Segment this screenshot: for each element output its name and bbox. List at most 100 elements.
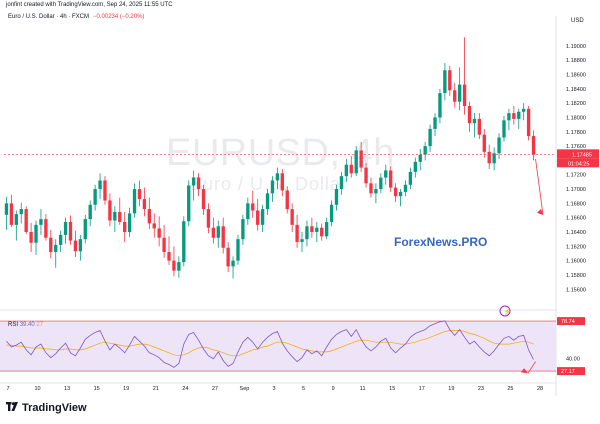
candle-body bbox=[88, 204, 92, 220]
candle-body bbox=[236, 239, 240, 261]
candle-body bbox=[359, 150, 363, 168]
candle-body bbox=[216, 226, 220, 238]
rsi-legend: RSI 39.40 27 bbox=[8, 322, 43, 328]
rsi-arrow-head bbox=[521, 368, 528, 374]
candle-body bbox=[196, 177, 201, 190]
time-tick-label: Sep bbox=[240, 386, 250, 392]
candle-body bbox=[517, 111, 521, 119]
rsi-upper-label: 78.74 bbox=[561, 319, 575, 325]
candle-body bbox=[167, 252, 171, 261]
watermark-description: Euro / U.S. Dollar bbox=[190, 174, 349, 194]
time-tick-label: 5 bbox=[302, 386, 305, 392]
candle-body bbox=[295, 224, 299, 243]
candle-body bbox=[329, 204, 334, 222]
candle-body bbox=[187, 185, 191, 222]
symbol-legend: Euro / U.S. Dollar · 4h · FXCM −0.00234 (… bbox=[8, 14, 144, 20]
price-tick-label: 1.15800 bbox=[566, 273, 586, 279]
projection-arrow-head bbox=[537, 208, 543, 215]
time-tick-label: 25 bbox=[507, 386, 513, 392]
candle-body bbox=[393, 187, 398, 197]
symbol-line[interactable]: Euro / U.S. Dollar · 4h · FXCM bbox=[8, 14, 90, 20]
candle-body bbox=[162, 237, 166, 253]
last-price-label: 1.17485 bbox=[572, 152, 592, 158]
candle-body bbox=[265, 193, 270, 210]
candle-body bbox=[177, 262, 181, 271]
time-tick-label: 3 bbox=[272, 386, 275, 392]
time-tick-label: 7 bbox=[6, 386, 9, 392]
rsi-name[interactable]: RSI bbox=[8, 322, 19, 328]
candle-body bbox=[413, 161, 417, 172]
candle-body bbox=[58, 234, 63, 245]
candle-body bbox=[34, 224, 38, 243]
projection-arrow-line bbox=[535, 158, 544, 215]
candle-body bbox=[403, 184, 408, 192]
candle-body bbox=[285, 190, 289, 210]
forexnews-brand: ForexNews.PRO bbox=[394, 235, 488, 249]
candle-body bbox=[448, 70, 452, 91]
lightning-glyph: ⚡ bbox=[503, 307, 512, 316]
candle-body bbox=[256, 210, 260, 225]
candle-body bbox=[73, 240, 78, 252]
candle-body bbox=[191, 177, 196, 186]
rsi-line bbox=[6, 320, 534, 368]
candle-body bbox=[83, 219, 87, 240]
candle-body bbox=[14, 214, 18, 225]
rsi-lower-badge bbox=[557, 367, 585, 376]
price-tick-label: 1.17200 bbox=[566, 173, 586, 179]
time-tick-label: 24 bbox=[182, 386, 188, 392]
candle-body bbox=[246, 203, 250, 220]
candle-body bbox=[221, 226, 225, 248]
candle-body bbox=[118, 211, 122, 222]
time-tick-label: 15 bbox=[94, 386, 100, 392]
candle-body bbox=[19, 209, 23, 215]
rsi-value: 39.40 bbox=[19, 322, 35, 328]
candle-body bbox=[300, 239, 304, 243]
candle-body bbox=[157, 228, 161, 238]
candle-body bbox=[344, 164, 349, 177]
time-tick-label: 19 bbox=[123, 386, 129, 392]
candle-body bbox=[438, 93, 442, 118]
candle-body bbox=[334, 189, 339, 205]
candle-body bbox=[379, 177, 383, 190]
last-price-badge bbox=[557, 149, 599, 159]
candle-body bbox=[241, 219, 245, 240]
candle-body bbox=[433, 117, 437, 129]
candle-body bbox=[206, 209, 211, 228]
candle-body bbox=[497, 137, 501, 154]
candle-body bbox=[482, 134, 486, 152]
currency-label[interactable]: USD bbox=[571, 18, 584, 24]
tradingview-logo[interactable]: TradingView bbox=[6, 402, 87, 414]
countdown-badge bbox=[557, 158, 599, 168]
candle-body bbox=[320, 227, 324, 237]
candle-body bbox=[78, 239, 83, 252]
candle-body bbox=[147, 209, 151, 224]
candle-body bbox=[324, 221, 329, 237]
candle-body bbox=[364, 167, 368, 184]
candle-body bbox=[423, 146, 427, 155]
candle-body bbox=[24, 209, 28, 232]
lightning-icon[interactable] bbox=[499, 305, 511, 317]
candle-body bbox=[172, 260, 176, 271]
candle-body bbox=[142, 199, 147, 210]
candle-body bbox=[201, 189, 206, 210]
price-tick-label: 1.17600 bbox=[566, 144, 586, 150]
candle-body bbox=[507, 113, 511, 121]
candle-body bbox=[502, 120, 506, 138]
candle-body bbox=[182, 221, 186, 263]
rsi-arrow-line bbox=[527, 361, 536, 374]
candle-body bbox=[398, 191, 403, 197]
candle-body bbox=[369, 183, 373, 194]
time-tick-label: 19 bbox=[448, 386, 454, 392]
candle-body bbox=[472, 118, 477, 124]
candle-body bbox=[39, 219, 43, 225]
rsi-ma-line bbox=[6, 330, 534, 357]
price-tick-label: 1.17800 bbox=[566, 130, 586, 136]
time-tick-label: 15 bbox=[389, 386, 395, 392]
price-tick-label: 1.15600 bbox=[566, 287, 586, 293]
chart-caption: jonfint created with TradingView.com, Se… bbox=[6, 2, 173, 8]
candle-body bbox=[226, 247, 230, 267]
candle-body bbox=[29, 232, 33, 243]
candle-body bbox=[477, 118, 482, 135]
candle-body bbox=[251, 203, 255, 211]
